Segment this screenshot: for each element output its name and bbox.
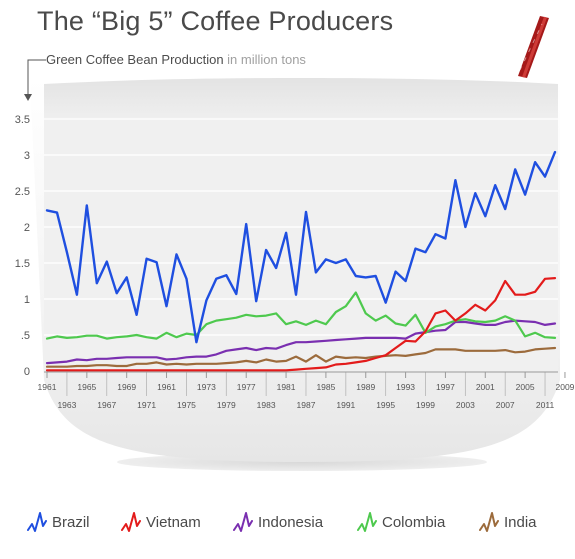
x-tick-label: 1997	[436, 382, 455, 392]
y-tick-label: 2	[24, 222, 30, 234]
legend-item-india: India	[479, 505, 537, 539]
x-tick-label: 1965	[77, 382, 96, 392]
y-tick-label: 1.5	[15, 258, 30, 270]
legend-swatch-icon	[357, 512, 377, 532]
legend-label: Colombia	[382, 513, 446, 531]
x-tick-label: 2003	[456, 400, 475, 410]
page-title: The “Big 5” Coffee Producers	[37, 6, 394, 36]
series-line-colombia	[45, 291, 557, 340]
x-tick-label: 1991	[336, 400, 355, 410]
x-tick-label: 1989	[356, 382, 375, 392]
y-tick-label: 1	[24, 294, 30, 306]
y-tick-label: 2.5	[15, 186, 30, 198]
x-axis-ticks: 1961 1965 1969 1961 1973 1977 1981 1985 1989 1993…	[38, 372, 575, 410]
legend-label: Vietnam	[146, 513, 201, 531]
y-tick-label: 3	[24, 150, 30, 162]
subtitle-main: Green Coffee Bean Production	[46, 52, 224, 67]
x-tick-label: 2005	[516, 382, 535, 392]
subtitle-unit: in million tons	[227, 52, 306, 67]
x-tick-label: 1983	[257, 400, 276, 410]
x-tick-label: 1971	[137, 400, 156, 410]
x-tick-label: 1973	[197, 382, 216, 392]
series-line-india	[45, 346, 557, 368]
y-axis-ticks: 0 .5 1 1.5 2 2.5 3 3.5	[15, 114, 30, 378]
x-tick-label: 1981	[277, 382, 296, 392]
x-tick-label: 1975	[177, 400, 196, 410]
x-tick-label: 2011	[536, 400, 555, 410]
legend-swatch-icon	[233, 512, 253, 532]
coffee-chart: 0 .5 1 1.5 2 2.5 3 3.5 1961 1965 1969 1961 1973 1977…	[15, 16, 575, 471]
legend-label: Indonesia	[258, 513, 324, 531]
chart-subtitle: Green Coffee Bean Production in million …	[46, 52, 306, 67]
x-tick-label: 2001	[476, 382, 495, 392]
x-tick-label: 1999	[416, 400, 435, 410]
y-axis-arrow-icon	[24, 94, 32, 101]
legend-item-brazil: Brazil	[27, 505, 90, 539]
x-tick-label: 1961	[38, 382, 57, 392]
series-line-vietnam	[45, 277, 557, 372]
series-line-indonesia	[45, 319, 557, 365]
x-tick-label: 2007	[496, 400, 515, 410]
legend-swatch-icon	[27, 512, 47, 532]
legend-item-colombia: Colombia	[357, 505, 445, 539]
legend-swatch-icon	[121, 512, 141, 532]
x-tick-label: 1963	[57, 400, 76, 410]
x-tick-label: 1961	[157, 382, 176, 392]
x-tick-label: 1979	[217, 400, 236, 410]
grid	[44, 118, 558, 336]
series-line-brazil	[45, 150, 557, 344]
legend-label: Brazil	[52, 513, 90, 531]
legend: Brazil Vietnam Indonesia Colombia India	[0, 505, 575, 539]
y-axis-pointer	[27, 59, 46, 96]
x-tick-label: 1987	[297, 400, 316, 410]
straw-icon	[518, 16, 549, 78]
x-tick-label: 2009	[555, 382, 574, 392]
series-lines	[45, 150, 557, 372]
legend-item-indonesia: Indonesia	[233, 505, 323, 539]
legend-label: India	[504, 513, 537, 531]
legend-swatch-icon	[479, 512, 499, 532]
legend-item-vietnam: Vietnam	[121, 505, 201, 539]
chart-panel	[44, 78, 558, 372]
x-tick-label: 1977	[237, 382, 256, 392]
y-tick-label: 0	[24, 366, 30, 378]
y-tick-label: 3.5	[15, 114, 30, 126]
x-tick-label: 1993	[396, 382, 415, 392]
x-tick-label: 1985	[316, 382, 335, 392]
x-tick-label: 1995	[376, 400, 395, 410]
x-tick-label: 1967	[97, 400, 116, 410]
y-tick-label: .5	[21, 330, 30, 342]
x-tick-label: 1969	[117, 382, 136, 392]
